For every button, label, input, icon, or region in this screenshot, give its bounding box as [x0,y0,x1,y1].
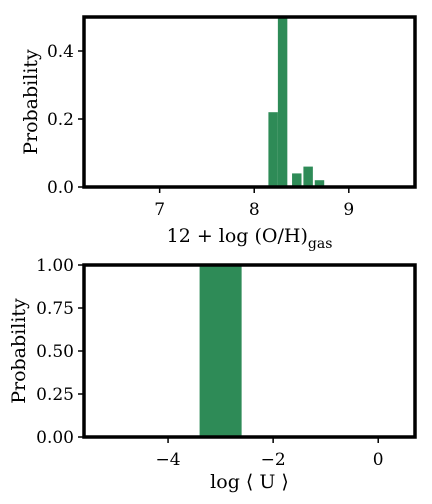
ionization-x-tick-label-0: −4 [156,450,181,470]
ionization-y-tick-label-3: 0.75 [36,299,74,319]
metallicity-x-axis-label-subscript: gas [308,236,333,252]
ionization-bars [199,265,242,437]
metallicity-y-axis-label: Probability [20,49,42,155]
metallicity-bar-0 [268,112,278,187]
metallicity-bar-1 [277,17,288,187]
metallicity-bars [268,17,325,187]
ionization-plot-frame [82,263,417,439]
metallicity-y-tick-label-0: 0.0 [47,178,74,198]
ionization-bar-0 [199,265,242,437]
metallicity-y-ticks: 0.0 0.2 0.4 [47,42,84,198]
ionization-y-tick-label-0: 0.00 [36,428,74,448]
ionization-x-ticks: −4 −2 0 [156,437,384,470]
metallicity-x-tick-label-1: 8 [249,200,260,220]
ionization-y-tick-label-1: 0.25 [36,385,74,405]
metallicity-panel: 7 8 9 0.0 0.2 0.4 12 + log (O/H)gas Probabil… [20,15,417,252]
ionization-x-axis-label: log ⟨ U ⟩ [210,471,289,493]
ionization-panel: −4 −2 0 0.00 0.25 0.50 0.75 1.00 log ⟨ U ⟩ Pro… [8,256,417,493]
metallicity-bar-4 [314,180,325,187]
metallicity-x-ticks: 7 8 9 [154,187,354,220]
metallicity-x-tick-label-2: 9 [343,200,354,220]
metallicity-y-tick-label-2: 0.4 [47,42,74,62]
metallicity-bar-2 [292,173,302,187]
metallicity-bar-3 [303,166,313,187]
ionization-y-ticks: 0.00 0.25 0.50 0.75 1.00 [36,256,84,448]
ionization-x-tick-label-2: 0 [373,450,384,470]
metallicity-plot-frame [82,15,417,189]
metallicity-y-tick-label-1: 0.2 [47,110,74,130]
metallicity-x-tick-label-0: 7 [154,200,165,220]
ionization-x-tick-label-1: −2 [261,450,286,470]
ionization-y-tick-label-2: 0.50 [36,342,74,362]
ionization-y-tick-label-4: 1.00 [36,256,74,276]
ionization-y-axis-label: Probability [8,298,30,404]
metallicity-x-axis-label: 12 + log (O/H)gas [167,225,333,252]
